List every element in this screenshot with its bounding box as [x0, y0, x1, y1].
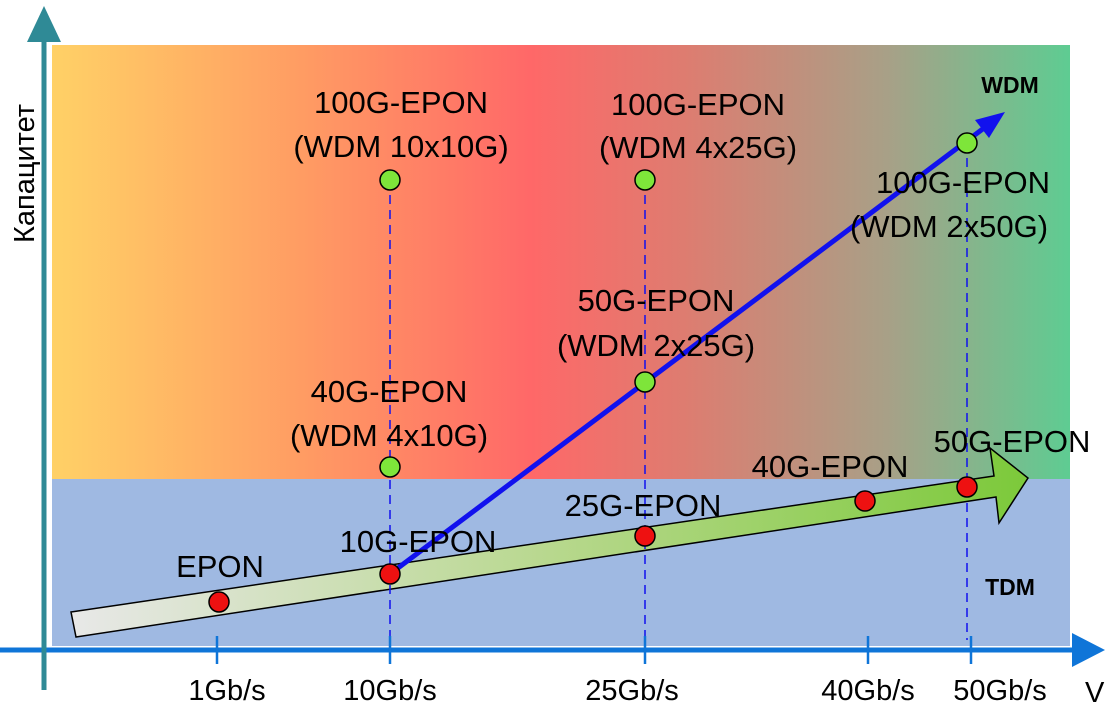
label-100g-4x25-line2: (WDM 4x25G): [599, 130, 797, 165]
green-point-100g-10x10: [379, 169, 401, 191]
label-50g-wdm-line1: 50G-EPON: [578, 283, 735, 318]
tick-label-50g: 50Gb/s: [953, 675, 1047, 704]
red-point-50g-epon: [956, 476, 978, 498]
label-40g-wdm-line2: (WDM 4x10G): [290, 418, 488, 453]
wdm-label: WDM: [981, 72, 1038, 98]
green-point-40g-wdm: [379, 456, 401, 478]
y-axis: [27, 6, 61, 690]
y-axis-title: Капацитет: [9, 104, 41, 243]
red-point-epon: [208, 591, 230, 613]
label-40g-wdm-line1: 40G-EPON: [311, 374, 468, 409]
label-10g-epon: 10G-EPON: [340, 524, 497, 559]
label-100g-4x25-line1: 100G-EPON: [611, 87, 785, 122]
label-epon: EPON: [176, 549, 264, 584]
label-25g-epon: 25G-EPON: [565, 488, 722, 523]
wdm-region: [52, 45, 1070, 479]
label-100g-10x10-line1: 100G-EPON: [314, 85, 488, 120]
label-100g-2x50-line2: (WDM 2x50G): [850, 209, 1048, 244]
red-point-10g-epon: [379, 563, 401, 585]
label-100g-2x50-line1: 100G-EPON: [876, 165, 1050, 200]
x-axis-title: V: [1085, 677, 1105, 704]
tick-label-40g: 40Gb/s: [821, 675, 915, 704]
tdm-growth-arrow: [70, 446, 1029, 638]
tdm-label: TDM: [985, 574, 1035, 600]
tick-label-1g: 1Gb/s: [188, 675, 265, 704]
tick-label-10g: 10Gb/s: [343, 675, 437, 704]
label-40g-epon: 40G-EPON: [752, 449, 909, 484]
green-point-100g-4x25: [634, 169, 656, 191]
label-50g-epon: 50G-EPON: [934, 424, 1091, 459]
label-50g-wdm-line2: (WDM 2x25G): [557, 328, 755, 363]
tick-label-25g: 25Gb/s: [585, 675, 679, 704]
label-100g-10x10-line2: (WDM 10x10G): [293, 129, 508, 164]
wdm-growth-arrow: [388, 112, 1005, 576]
red-point-25g-epon: [634, 525, 656, 547]
green-point-100g-2x50: [956, 132, 978, 154]
red-point-40g-epon: [854, 490, 876, 512]
green-point-50g-wdm: [634, 371, 656, 393]
x-axis: [0, 633, 1105, 667]
